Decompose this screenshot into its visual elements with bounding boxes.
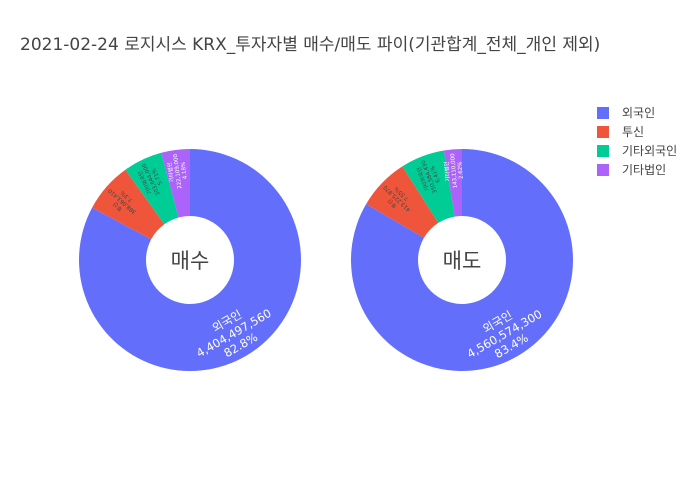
legend-label: 기타법인 <box>622 163 666 177</box>
slice-외국인[interactable] <box>78 149 301 371</box>
slice-label-line: 기타법인 <box>165 162 176 183</box>
legend-item-외국인[interactable]: 외국인 <box>597 106 655 120</box>
legend-item-기타법인[interactable]: 기타법인 <box>597 163 666 177</box>
slice-기타법인[interactable] <box>161 149 190 218</box>
slice-label-line: 4.18% <box>181 161 189 179</box>
slice-label-line: 6.41% <box>430 165 442 183</box>
slice-label-line: 143,110,000 <box>450 153 459 189</box>
legend-swatch <box>597 107 609 119</box>
slice-label-line: 222,109,000 <box>173 153 184 189</box>
pie-charts: 외국인4,404,497,56082.8%투신388,063,4107.3%기타… <box>78 149 573 371</box>
slice-기타외국인[interactable] <box>402 150 455 223</box>
legend-label: 외국인 <box>622 106 655 120</box>
slice-기타외국인[interactable] <box>125 152 179 225</box>
slice-외국인[interactable] <box>351 149 573 371</box>
pie-2: 외국인4,560,574,30083.4%투신413,225,8707.55%기… <box>351 149 573 371</box>
slice-투신[interactable] <box>92 169 165 240</box>
legend-swatch <box>597 126 609 138</box>
slice-label-line: 기타법인 <box>442 161 452 182</box>
legend-swatch <box>597 145 609 157</box>
chart-title: 2021-02-24 로지시스 KRX_투자자별 매수/매도 파이(기관합계_전… <box>20 35 600 55</box>
slice-label-line: 2.62% <box>457 161 464 179</box>
slice-투신[interactable] <box>366 166 439 238</box>
slice-기타법인[interactable] <box>443 149 462 217</box>
legend-label: 기타외국인 <box>622 144 677 158</box>
hole-label: 매도 <box>443 249 482 273</box>
pie-1: 외국인4,404,497,56082.8%투신388,063,4107.3%기타… <box>78 149 301 371</box>
legend-item-기타외국인[interactable]: 기타외국인 <box>597 144 677 158</box>
slice-label-기타법인: 기타법인222,109,0004.18% <box>164 152 190 190</box>
hole-label: 매수 <box>171 249 210 273</box>
legend-swatch <box>597 164 609 176</box>
legend-item-투신[interactable]: 투신 <box>597 125 644 139</box>
slice-label-기타법인: 기타법인143,110,0002.62% <box>441 152 465 189</box>
legend-label: 투신 <box>622 125 644 139</box>
